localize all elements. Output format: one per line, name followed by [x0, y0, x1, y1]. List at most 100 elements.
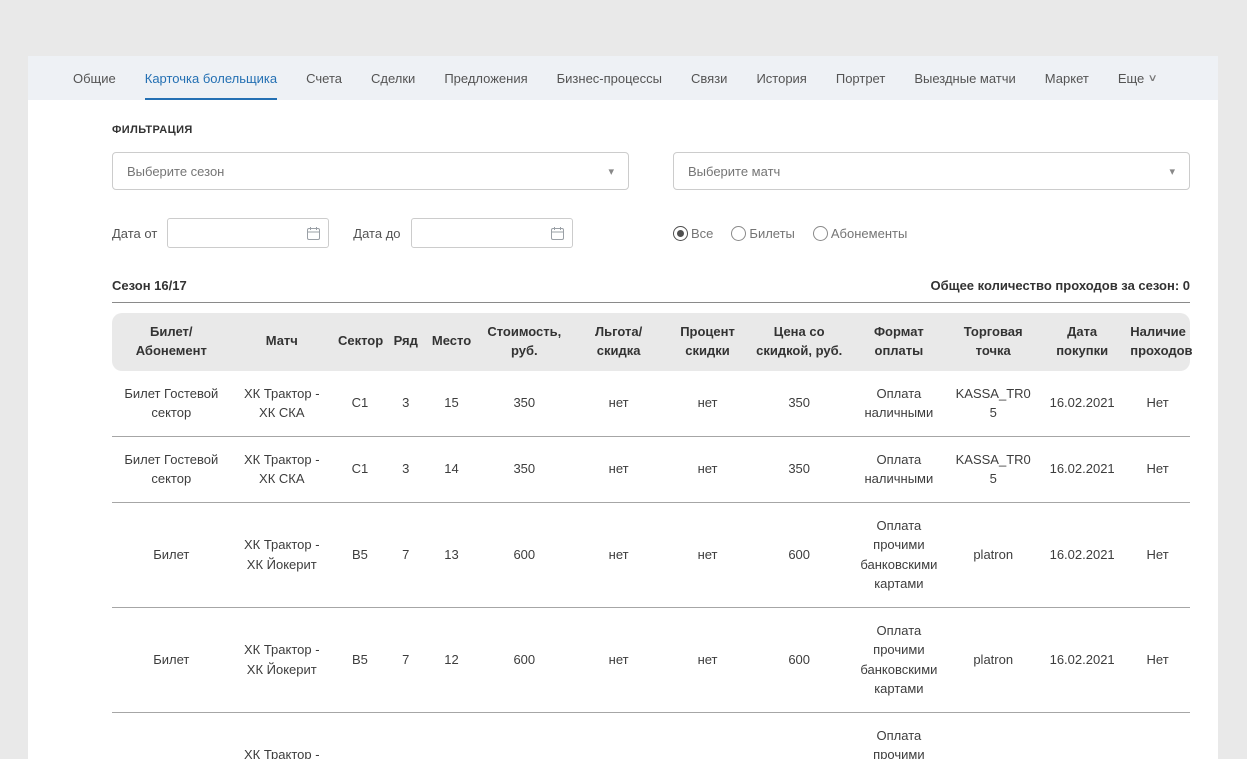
cell-discounted-price: 600 — [748, 502, 850, 607]
col-header-benefit: Льгота/скидка — [570, 313, 667, 371]
fan-card-panel: Общие Карточка болельщика Счета Сделки П… — [28, 56, 1218, 759]
col-header-ticket: Билет/Абонемент — [112, 313, 231, 371]
radio-season-passes[interactable]: Абонементы — [813, 226, 907, 241]
tab-svyazi[interactable]: Связи — [691, 71, 727, 100]
tab-scheta[interactable]: Счета — [306, 71, 342, 100]
cell-discount-percent: нет — [667, 607, 748, 712]
filter-second-row: Дата от Дата до — [112, 218, 1190, 248]
date-to-input[interactable] — [412, 219, 572, 247]
cell-seat: 14 — [425, 436, 479, 502]
cell-outlet: platron — [947, 607, 1039, 712]
tab-vyezdnye-matchi[interactable]: Выездные матчи — [914, 71, 1015, 100]
cell-row: 3 — [387, 371, 425, 437]
date-from-input-wrap — [167, 218, 329, 248]
table-row: Билет Гостевой сектор ХК Трактор - ХК СК… — [112, 371, 1190, 437]
tab-biznes-protsessy[interactable]: Бизнес-процессы — [557, 71, 662, 100]
col-header-match: Матч — [231, 313, 333, 371]
cell-sector: C1 — [333, 371, 387, 437]
col-header-sector: Сектор — [333, 313, 387, 371]
cell-discounted-price: 600 — [748, 607, 850, 712]
radio-all[interactable]: Все — [673, 226, 713, 241]
calendar-icon[interactable] — [306, 226, 321, 241]
cell-price: 600 — [478, 502, 570, 607]
cell-passes: Нет — [1125, 712, 1190, 759]
radio-tickets-label: Билеты — [749, 226, 794, 241]
season-select-placeholder: Выберите сезон — [127, 164, 224, 179]
tab-sdelki[interactable]: Сделки — [371, 71, 415, 100]
cell-price: 600 — [478, 607, 570, 712]
date-to-input-wrap — [411, 218, 573, 248]
cell-passes: Нет — [1125, 502, 1190, 607]
cell-row: 3 — [387, 436, 425, 502]
cell-seat: 12 — [425, 607, 479, 712]
cell-sector: C1 — [333, 436, 387, 502]
cell-benefit: нет — [570, 371, 667, 437]
cell-ticket: Билет — [112, 502, 231, 607]
tab-bar: Общие Карточка болельщика Счета Сделки П… — [28, 56, 1218, 100]
cell-price: 600 — [478, 712, 570, 759]
radio-tickets[interactable]: Билеты — [731, 226, 794, 241]
table-row: Билет Гостевой сектор ХК Трактор - ХК СК… — [112, 436, 1190, 502]
cell-purchase-date: 16.02.2021 — [1039, 607, 1125, 712]
cell-discount-percent: нет — [667, 436, 748, 502]
match-select[interactable]: Выберите матч ▾ — [673, 152, 1190, 190]
cell-ticket: Билет — [112, 712, 231, 759]
col-header-price: Стоимость, руб. — [478, 313, 570, 371]
caret-down-icon: ▾ — [1169, 165, 1175, 178]
filter-section-title: ФИЛЬТРАЦИЯ — [112, 124, 1190, 136]
cell-passes: Нет — [1125, 607, 1190, 712]
table-body: Билет Гостевой сектор ХК Трактор - ХК СК… — [112, 371, 1190, 759]
cell-purchase-date: 16.02.2021 — [1039, 436, 1125, 502]
tab-eshche-label: Еще — [1118, 71, 1144, 86]
filter-selects-row: Выберите сезон ▾ Выберите матч ▾ — [112, 152, 1190, 190]
tab-obshchie[interactable]: Общие — [73, 71, 116, 100]
table-header-row: Билет/Абонемент Матч Сектор Ряд Место Ст… — [112, 313, 1190, 371]
calendar-icon[interactable] — [550, 226, 565, 241]
cell-payment-format: Оплата прочими банковскими картами — [850, 502, 947, 607]
tab-predlozheniya[interactable]: Предложения — [444, 71, 527, 100]
col-header-purchase-date: Дата покупки — [1039, 313, 1125, 371]
cell-passes: Нет — [1125, 436, 1190, 502]
cell-seat: 13 — [425, 502, 479, 607]
cell-match: ХК Трактор - ХК Йокерит — [231, 712, 333, 759]
cell-purchase-date: 16.02.2021 — [1039, 502, 1125, 607]
cell-match: ХК Трактор - ХК СКА — [231, 436, 333, 502]
tab-market[interactable]: Маркет — [1045, 71, 1089, 100]
cell-outlet: KASSA_TR05 — [947, 436, 1039, 502]
date-to-label: Дата до — [353, 226, 400, 241]
cell-row: 7 — [387, 502, 425, 607]
cell-ticket: Билет Гостевой сектор — [112, 436, 231, 502]
radio-season-passes-label: Абонементы — [831, 226, 907, 241]
cell-sector: B5 — [333, 607, 387, 712]
cell-sector: B5 — [333, 502, 387, 607]
cell-ticket: Билет — [112, 607, 231, 712]
tab-istoriya[interactable]: История — [756, 71, 806, 100]
match-select-placeholder: Выберите матч — [688, 164, 780, 179]
cell-match: ХК Трактор - ХК СКА — [231, 371, 333, 437]
cell-discount-percent: нет — [667, 502, 748, 607]
radio-unselected-icon — [813, 226, 828, 241]
cell-seat: 11 — [425, 712, 479, 759]
cell-row: 7 — [387, 607, 425, 712]
cell-benefit: нет — [570, 502, 667, 607]
table-row: Билет ХК Трактор - ХК Йокерит B5 7 12 60… — [112, 607, 1190, 712]
tab-eshche[interactable]: Еще ∨ — [1118, 71, 1157, 100]
cell-benefit: нет — [570, 712, 667, 759]
cell-match: ХК Трактор - ХК Йокерит — [231, 502, 333, 607]
date-from-input[interactable] — [168, 219, 328, 247]
tab-kartochka-bolelshchika[interactable]: Карточка болельщика — [145, 71, 277, 100]
tab-portret[interactable]: Портрет — [836, 71, 885, 100]
cell-discounted-price: 600 — [748, 712, 850, 759]
radio-all-label: Все — [691, 226, 713, 241]
cell-benefit: нет — [570, 436, 667, 502]
cell-discounted-price: 350 — [748, 371, 850, 437]
cell-passes: Нет — [1125, 371, 1190, 437]
season-select[interactable]: Выберите сезон ▾ — [112, 152, 629, 190]
cell-row: 7 — [387, 712, 425, 759]
date-from-label: Дата от — [112, 226, 157, 241]
cell-price: 350 — [478, 436, 570, 502]
col-header-row: Ряд — [387, 313, 425, 371]
cell-outlet: platron — [947, 712, 1039, 759]
radio-selected-icon — [673, 226, 688, 241]
season-header-row: Сезон 16/17 Общее количество проходов за… — [112, 278, 1190, 303]
